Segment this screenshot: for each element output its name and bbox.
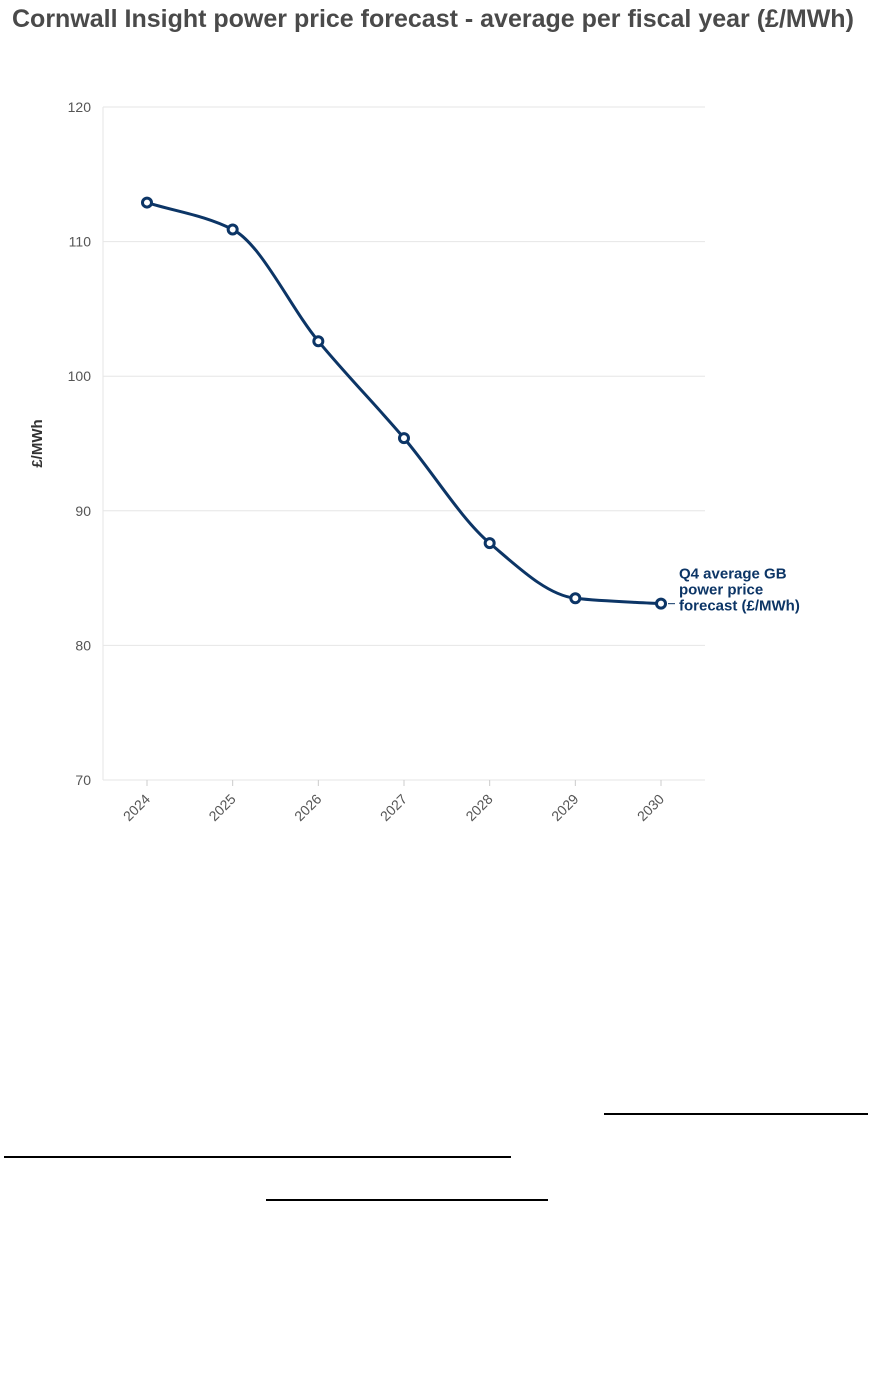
- data-points: [141, 196, 675, 610]
- data-point: [312, 335, 325, 348]
- x-tick-label: 2030: [634, 791, 667, 824]
- x-tick-label: 2026: [291, 791, 324, 824]
- underline-rule-2: [4, 1156, 511, 1158]
- y-axis-label: £/MWh: [29, 419, 46, 467]
- series-label-line: Q4 average GB: [679, 566, 787, 583]
- x-tick-label: 2025: [205, 791, 238, 824]
- series-label-line: forecast (£/MWh): [679, 598, 800, 615]
- series-label: Q4 average GB power price forecast (£/MWh): [679, 566, 800, 615]
- y-tick-label: 100: [68, 368, 92, 384]
- data-point: [141, 196, 153, 209]
- x-tick-label: 2029: [548, 791, 581, 824]
- data-point: [226, 223, 239, 236]
- data-point: [569, 592, 582, 605]
- y-axis-ticks: 70 80 90 100 110 120: [68, 99, 92, 788]
- chart-title: Cornwall Insight power price forecast - …: [12, 5, 854, 33]
- underline-rule-3: [266, 1199, 548, 1201]
- underline-rule-1: [604, 1113, 868, 1115]
- y-tick-label: 70: [75, 772, 91, 788]
- y-tick-label: 80: [75, 637, 91, 653]
- line-chart: 70 80 90 100 110 120 2024 2025 2026 2027 2028 2029…: [29, 99, 800, 824]
- data-point: [655, 597, 667, 610]
- y-tick-label: 110: [69, 234, 92, 250]
- gridlines: [102, 106, 705, 781]
- x-tick-label: 2028: [462, 791, 495, 824]
- data-point: [483, 537, 496, 550]
- series-label-line: power price: [679, 582, 763, 599]
- x-tick-label: 2024: [120, 791, 153, 824]
- x-tick-label: 2027: [377, 791, 410, 824]
- data-point: [398, 432, 410, 445]
- y-tick-label: 90: [75, 503, 91, 519]
- y-tick-label: 120: [68, 99, 92, 115]
- series-line: [145, 201, 663, 606]
- x-axis-ticks: 2024 2025 2026 2027 2028 2029 2030: [120, 780, 667, 824]
